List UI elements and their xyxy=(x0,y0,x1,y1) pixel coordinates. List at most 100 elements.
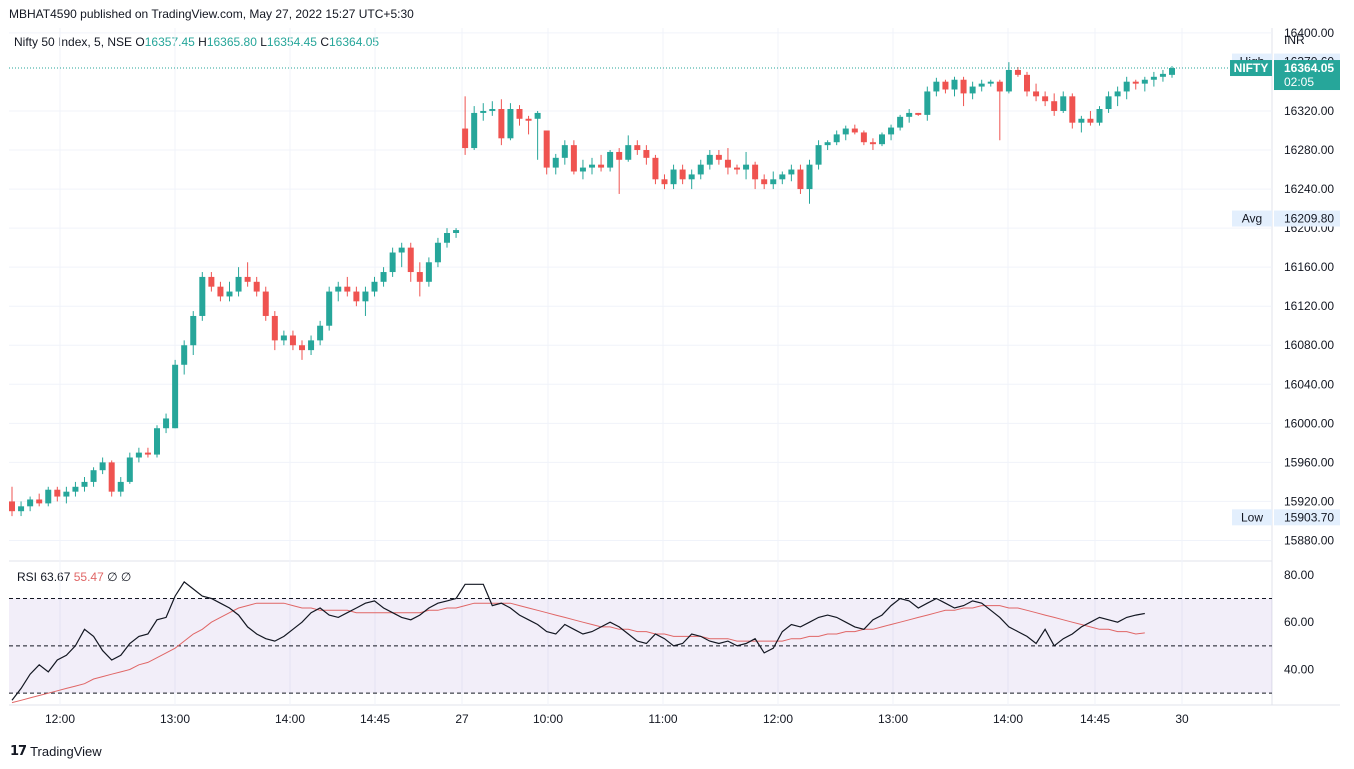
candle-body[interactable] xyxy=(951,79,958,90)
candle-body[interactable] xyxy=(860,132,867,143)
candle-body[interactable] xyxy=(706,154,713,165)
candle-body[interactable] xyxy=(598,164,605,168)
candles[interactable] xyxy=(9,62,1175,517)
candle-body[interactable] xyxy=(353,291,360,302)
candle-body[interactable] xyxy=(933,81,940,92)
candle-body[interactable] xyxy=(761,179,768,185)
candle-body[interactable] xyxy=(117,481,124,492)
candle-body[interactable] xyxy=(398,247,405,253)
candle-body[interactable] xyxy=(942,81,949,90)
candle-body[interactable] xyxy=(190,315,197,346)
candle-body[interactable] xyxy=(797,169,804,190)
candle-body[interactable] xyxy=(498,109,505,139)
candle-body[interactable] xyxy=(978,83,985,87)
candle-body[interactable] xyxy=(453,230,460,233)
candle-body[interactable] xyxy=(154,428,160,455)
candle-body[interactable] xyxy=(1033,91,1040,97)
candle-body[interactable] xyxy=(172,364,179,429)
candle-body[interactable] xyxy=(507,109,514,139)
candle-body[interactable] xyxy=(788,169,795,175)
candle-body[interactable] xyxy=(9,501,15,512)
candle-body[interactable] xyxy=(90,470,97,482)
candle-body[interactable] xyxy=(163,418,170,429)
candle-body[interactable] xyxy=(543,130,550,168)
candle-body[interactable] xyxy=(643,150,650,158)
candle-body[interactable] xyxy=(607,151,614,168)
candle-body[interactable] xyxy=(1159,73,1166,77)
candle-body[interactable] xyxy=(815,145,822,165)
candle-body[interactable] xyxy=(54,489,61,497)
candle-body[interactable] xyxy=(416,272,423,282)
candle-body[interactable] xyxy=(471,112,478,149)
candle-body[interactable] xyxy=(770,179,777,185)
candle-body[interactable] xyxy=(72,486,79,492)
candle-body[interactable] xyxy=(842,128,849,135)
candle-body[interactable] xyxy=(253,281,260,292)
candle-body[interactable] xyxy=(226,291,233,297)
candle-body[interactable] xyxy=(634,145,641,151)
candle-body[interactable] xyxy=(906,112,913,117)
candle-body[interactable] xyxy=(244,276,251,282)
candle-body[interactable] xyxy=(1060,96,1067,111)
candle-body[interactable] xyxy=(280,335,287,341)
candle-body[interactable] xyxy=(434,242,441,263)
candle-body[interactable] xyxy=(126,457,133,482)
candle-body[interactable] xyxy=(362,291,369,302)
candle-body[interactable] xyxy=(960,79,967,94)
candle-body[interactable] xyxy=(688,174,695,180)
candle-body[interactable] xyxy=(625,145,632,160)
candle-body[interactable] xyxy=(271,315,278,341)
candle-body[interactable] xyxy=(752,164,759,180)
candle-body[interactable] xyxy=(833,134,840,143)
candle-body[interactable] xyxy=(1078,118,1085,123)
candle-body[interactable] xyxy=(335,286,342,292)
candle-body[interactable] xyxy=(144,452,151,455)
candle-body[interactable] xyxy=(516,109,523,119)
candle-body[interactable] xyxy=(670,169,677,185)
candle-body[interactable] xyxy=(489,109,496,111)
candle-body[interactable] xyxy=(371,281,378,292)
candle-body[interactable] xyxy=(987,81,994,84)
candle-body[interactable] xyxy=(824,142,831,146)
candle-body[interactable] xyxy=(897,116,904,128)
candle-body[interactable] xyxy=(480,110,487,113)
candle-body[interactable] xyxy=(407,247,414,273)
candle-body[interactable] xyxy=(715,154,722,160)
candle-body[interactable] xyxy=(915,112,922,115)
candle-body[interactable] xyxy=(589,164,595,168)
candle-body[interactable] xyxy=(1105,96,1112,110)
candle-body[interactable] xyxy=(199,276,206,316)
candle-body[interactable] xyxy=(1132,81,1139,84)
candle-body[interactable] xyxy=(1141,79,1148,84)
time-axis[interactable]: 12:00 13:00 14:00 14:45 27 10:00 11:00 12:00 13:… xyxy=(45,712,1189,726)
candle-body[interactable] xyxy=(851,128,858,133)
candle-body[interactable] xyxy=(1014,69,1021,75)
candle-body[interactable] xyxy=(1005,69,1012,92)
candle-body[interactable] xyxy=(697,164,704,175)
candle-body[interactable] xyxy=(18,506,25,512)
candle-body[interactable] xyxy=(652,157,659,180)
candle-body[interactable] xyxy=(36,499,43,504)
candle-body[interactable] xyxy=(996,81,1003,92)
candle-body[interactable] xyxy=(661,179,668,185)
candle-body[interactable] xyxy=(888,127,895,135)
candle-body[interactable] xyxy=(289,335,296,346)
candle-body[interactable] xyxy=(1024,74,1030,92)
candle-body[interactable] xyxy=(806,164,813,190)
candle-body[interactable] xyxy=(389,252,396,273)
candle-body[interactable] xyxy=(317,325,324,341)
candle-body[interactable] xyxy=(743,164,750,170)
candle-body[interactable] xyxy=(879,134,885,145)
candle-body[interactable] xyxy=(444,232,450,243)
legend-symbol[interactable]: Nifty 50 Index, 5, NSE xyxy=(14,35,133,49)
candle-body[interactable] xyxy=(99,462,106,471)
candle-body[interactable] xyxy=(570,145,577,172)
candle-body[interactable] xyxy=(679,169,686,180)
candle-body[interactable] xyxy=(1087,118,1094,123)
candle-body[interactable] xyxy=(299,345,305,351)
candle-body[interactable] xyxy=(235,276,242,292)
candle-body[interactable] xyxy=(1114,91,1121,97)
rsi-label[interactable]: RSI xyxy=(17,570,38,584)
candle-body[interactable] xyxy=(724,159,731,168)
